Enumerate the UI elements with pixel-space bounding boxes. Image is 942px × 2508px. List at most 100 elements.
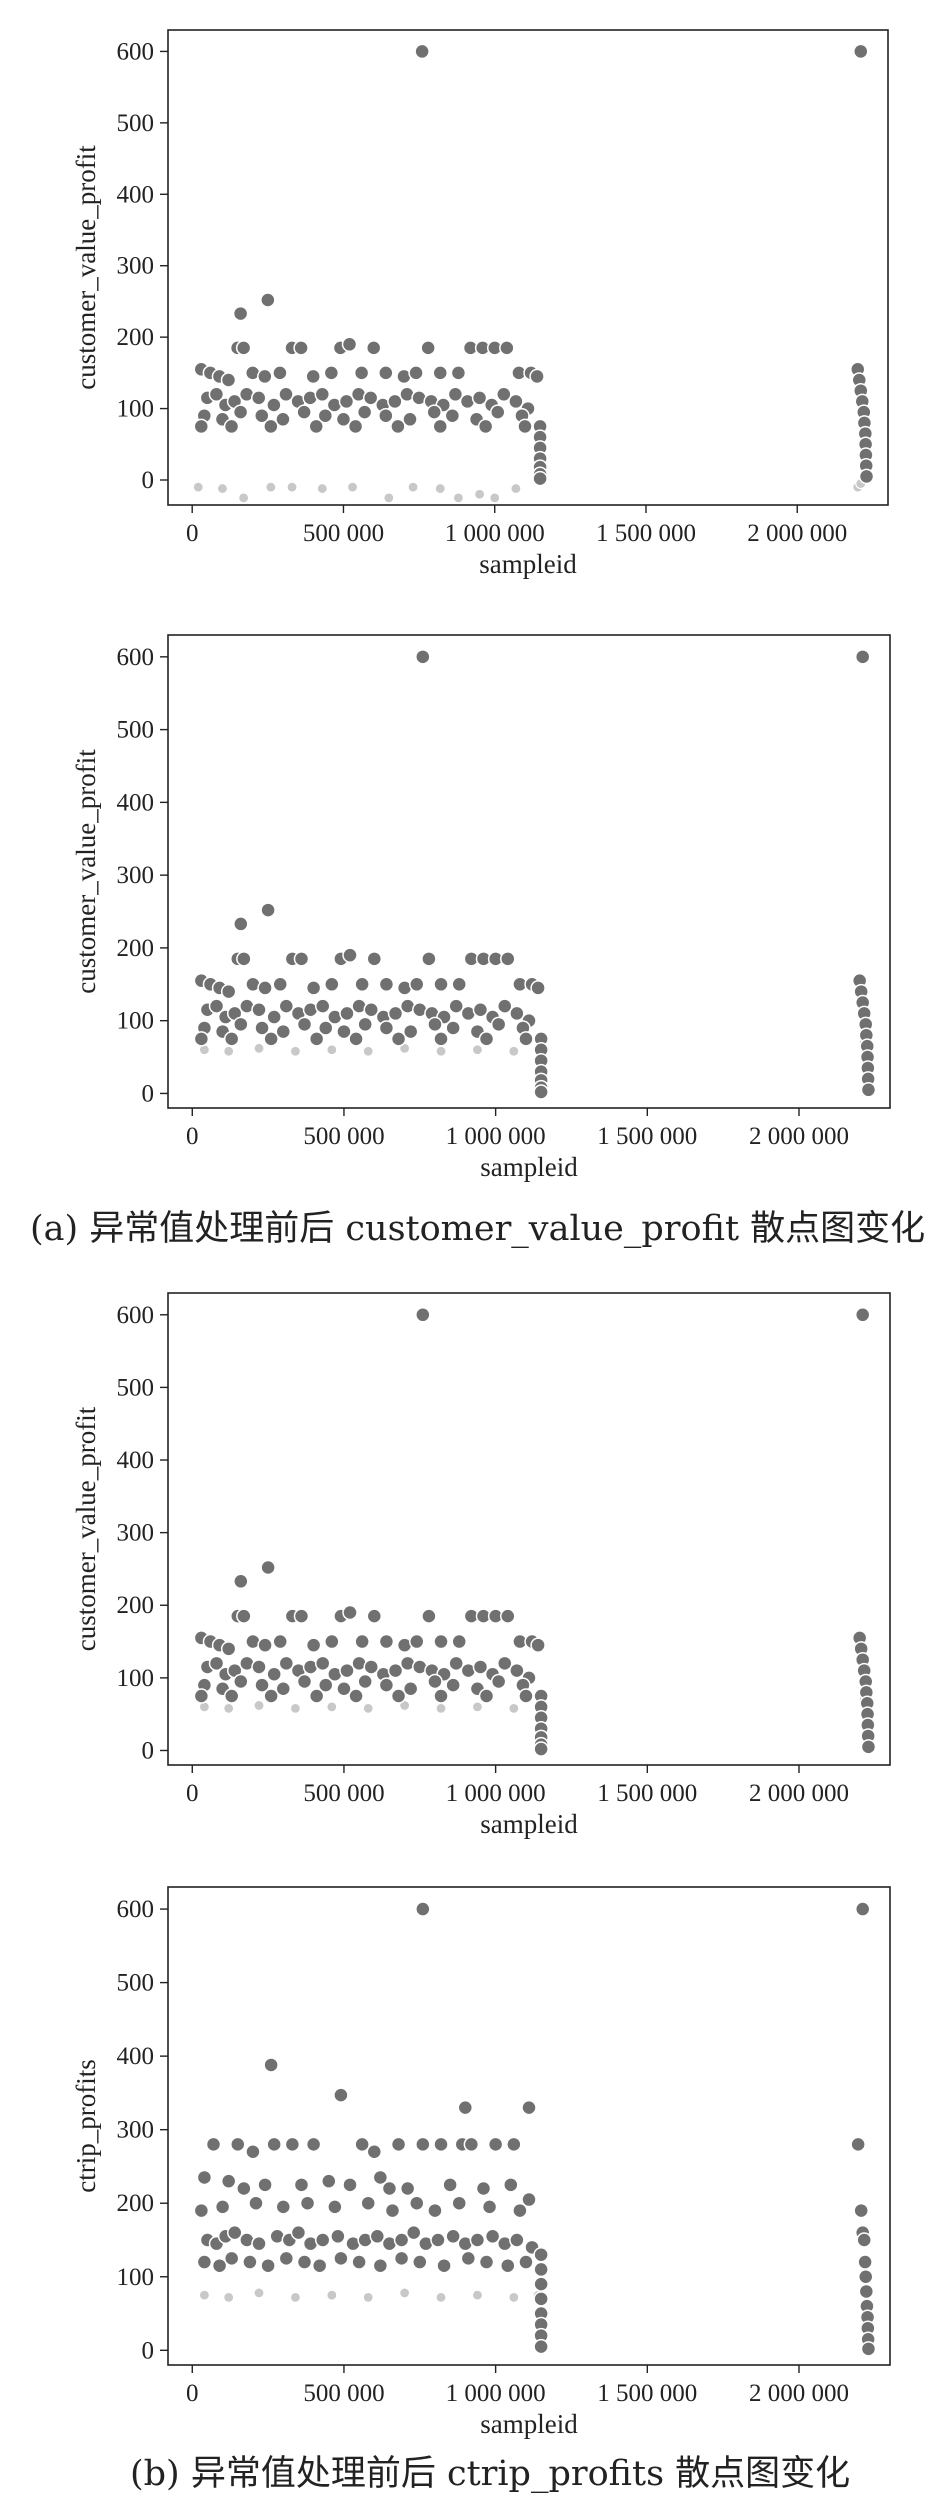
caption-b: (b) 异常值处理前后 ctrip_profits 散点图变化 <box>130 2454 851 2494</box>
data-point <box>393 2250 410 2267</box>
data-point-light <box>435 1702 447 1714</box>
y-tick-label: 400 <box>117 181 155 208</box>
plot-frame <box>167 634 891 1109</box>
data-point <box>357 1673 373 1690</box>
data-point-light <box>192 481 204 493</box>
data-point <box>390 2136 407 2153</box>
data-point <box>472 1002 489 1018</box>
data-point <box>408 365 424 381</box>
data-point <box>348 1688 364 1704</box>
data-point <box>433 1688 449 1704</box>
data-point <box>275 1023 292 1040</box>
x-tick-label: 0 <box>186 1123 199 1150</box>
data-point <box>402 411 418 428</box>
data-point <box>472 1659 489 1675</box>
data-point <box>414 43 430 60</box>
y-axis-label: customer_value_profit <box>71 1406 101 1651</box>
data-point <box>339 1662 355 1679</box>
data-point-light <box>326 1701 338 1713</box>
data-point <box>266 2136 282 2153</box>
data-point <box>484 2228 501 2245</box>
data-point-light <box>289 1702 302 1714</box>
data-point <box>409 1633 425 1650</box>
data-point <box>299 2195 316 2211</box>
x-tick-label: 0 <box>186 1780 199 1807</box>
data-point <box>233 1016 249 1033</box>
y-axis-label: customer_value_profit <box>71 749 101 994</box>
data-point <box>342 1604 358 1621</box>
data-point <box>402 1681 419 1697</box>
y-axis-label: customer_value_profit <box>71 145 101 390</box>
data-point <box>509 1005 525 1022</box>
data-point <box>387 1005 404 1022</box>
data-point <box>354 1633 370 1650</box>
x-tick-label: 1 500 000 <box>597 1123 697 1150</box>
data-point <box>860 2341 877 2357</box>
data-point <box>427 1016 443 1033</box>
data-point <box>450 365 467 381</box>
data-point <box>296 404 312 420</box>
data-point <box>372 2257 389 2274</box>
data-point <box>263 2057 279 2073</box>
data-point <box>432 418 449 435</box>
data-point <box>220 372 237 388</box>
data-point <box>354 2136 370 2153</box>
data-point <box>487 2136 504 2153</box>
x-tick-label: 1 000 000 <box>445 520 545 547</box>
data-point <box>338 393 355 410</box>
data-point <box>530 980 546 996</box>
data-point <box>220 1641 237 1657</box>
x-tick-label: 0 <box>186 520 199 547</box>
data-point <box>533 1741 549 1757</box>
data-point <box>481 2199 498 2215</box>
x-tick-label: 2 000 000 <box>749 1780 849 1807</box>
plot-frame <box>167 1292 891 1766</box>
data-point <box>460 2250 477 2267</box>
y-tick-label: 300 <box>117 253 155 280</box>
data-point <box>447 386 464 403</box>
data-point <box>854 1307 871 1323</box>
data-point <box>477 418 494 435</box>
data-point <box>409 976 425 993</box>
data-point <box>293 2177 310 2193</box>
data-point <box>433 1633 449 1650</box>
data-point-light <box>362 2291 374 2303</box>
data-point <box>257 980 273 996</box>
plot-frame <box>167 29 889 506</box>
x-tick-label: 1 500 000 <box>596 520 696 547</box>
data-point <box>478 1688 495 1704</box>
data-point <box>208 998 225 1014</box>
x-tick-label: 1 000 000 <box>446 1123 546 1150</box>
data-point <box>257 368 273 385</box>
data-point <box>272 1633 288 1650</box>
y-tick-label: 600 <box>117 1302 155 1329</box>
data-point <box>445 2228 461 2245</box>
data-point <box>409 2195 425 2211</box>
x-axis-label: sampleid <box>479 549 577 579</box>
data-point <box>251 2235 267 2252</box>
data-point <box>278 1655 295 1672</box>
data-point <box>857 2254 873 2270</box>
data-point <box>296 1673 313 1690</box>
data-point <box>248 2195 264 2211</box>
y-tick-label: 500 <box>117 1970 155 1997</box>
data-point-light <box>223 1702 235 1714</box>
data-point <box>432 365 449 381</box>
data-point <box>196 2169 213 2186</box>
data-point <box>405 2224 422 2241</box>
data-point <box>193 2202 210 2219</box>
data-point-light <box>253 2287 265 2299</box>
data-point-light <box>289 1045 302 1057</box>
data-point <box>506 2136 522 2153</box>
data-point <box>233 1573 249 1590</box>
data-point <box>378 1677 395 1693</box>
data-point <box>272 976 288 993</box>
data-point-light <box>434 482 446 495</box>
data-point <box>233 916 249 932</box>
data-point-light <box>471 1701 484 1713</box>
data-point <box>341 336 358 353</box>
data-point <box>205 2136 222 2153</box>
data-point-light <box>435 2291 447 2303</box>
data-point <box>232 305 249 322</box>
y-tick-label: 500 <box>117 717 155 744</box>
